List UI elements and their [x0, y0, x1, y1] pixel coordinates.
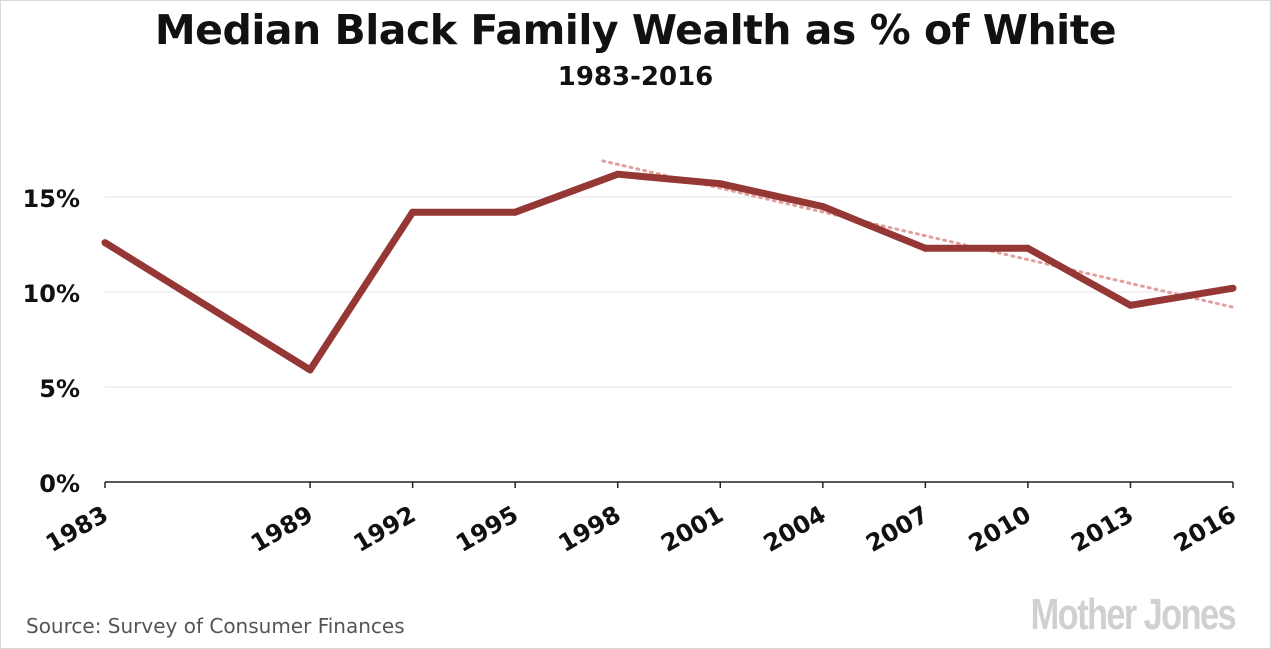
- x-tick-label: 2010: [964, 500, 1036, 558]
- data-point: [614, 170, 622, 178]
- x-tick-label: 2016: [1169, 500, 1241, 558]
- x-tick-label: 1983: [41, 500, 113, 558]
- data-point: [1229, 284, 1237, 292]
- data-point: [1024, 244, 1032, 252]
- data-point: [716, 180, 724, 188]
- x-tick-label: 1992: [349, 500, 421, 558]
- chart-subtitle: 1983-2016: [557, 62, 714, 92]
- x-tick-label: 2013: [1066, 500, 1138, 558]
- x-tick-label: 1989: [246, 500, 318, 558]
- y-tick-label: 10%: [23, 280, 80, 308]
- data-point: [1126, 301, 1134, 309]
- x-tick-label: 1998: [554, 500, 626, 558]
- series-line: [103, 170, 1234, 374]
- x-tick-label: 2001: [656, 500, 728, 558]
- data-point: [306, 366, 314, 374]
- y-tick-label: 15%: [23, 185, 80, 213]
- source-note: Source: Survey of Consumer Finances: [26, 614, 405, 638]
- x-tick-label: 1995: [451, 500, 523, 558]
- data-point: [921, 244, 929, 252]
- mother-jones-logo: Mother Jones: [1030, 590, 1237, 639]
- data-point: [511, 208, 519, 216]
- data-point: [819, 203, 827, 210]
- y-tick-label: 5%: [39, 375, 80, 403]
- y-tick-label: 0%: [39, 470, 80, 498]
- x-tick-label: 2004: [759, 500, 831, 558]
- x-tick-label: 2007: [861, 500, 933, 558]
- chart-title: Median Black Family Wealth as % of White: [154, 6, 1117, 54]
- data-point: [101, 239, 109, 247]
- data-point: [409, 208, 417, 216]
